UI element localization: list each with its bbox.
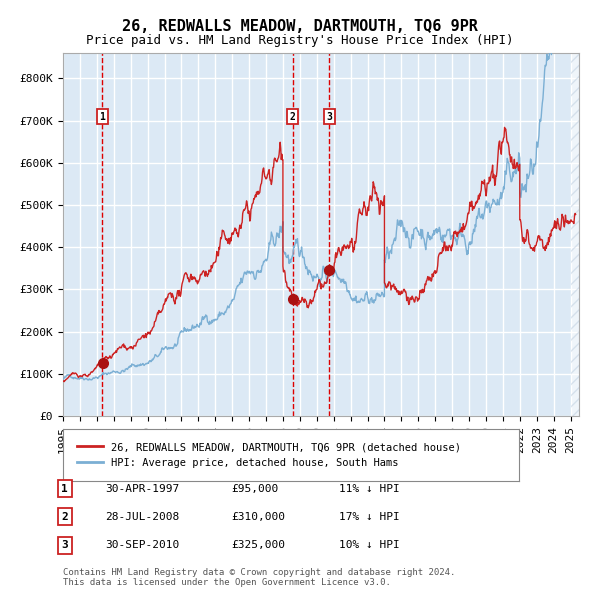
Text: 1: 1: [61, 484, 68, 493]
Bar: [571, 53, 579, 416]
Text: 10% ↓ HPI: 10% ↓ HPI: [339, 540, 400, 550]
Text: £95,000: £95,000: [231, 484, 278, 493]
Text: 30-SEP-2010: 30-SEP-2010: [105, 540, 179, 550]
Text: 3: 3: [326, 112, 332, 122]
Text: 3: 3: [61, 540, 68, 550]
Text: Price paid vs. HM Land Registry's House Price Index (HPI): Price paid vs. HM Land Registry's House …: [86, 34, 514, 47]
Text: 2: 2: [290, 112, 296, 122]
Text: 30-APR-1997: 30-APR-1997: [105, 484, 179, 493]
Text: 1: 1: [100, 112, 106, 122]
Text: 26, REDWALLS MEADOW, DARTMOUTH, TQ6 9PR: 26, REDWALLS MEADOW, DARTMOUTH, TQ6 9PR: [122, 19, 478, 34]
Text: Contains HM Land Registry data © Crown copyright and database right 2024.
This d: Contains HM Land Registry data © Crown c…: [63, 568, 455, 587]
Legend: 26, REDWALLS MEADOW, DARTMOUTH, TQ6 9PR (detached house), HPI: Average price, de: 26, REDWALLS MEADOW, DARTMOUTH, TQ6 9PR …: [73, 438, 466, 472]
Text: 17% ↓ HPI: 17% ↓ HPI: [339, 512, 400, 522]
Text: £310,000: £310,000: [231, 512, 285, 522]
Text: 2: 2: [61, 512, 68, 522]
Text: 28-JUL-2008: 28-JUL-2008: [105, 512, 179, 522]
Text: £325,000: £325,000: [231, 540, 285, 550]
Text: 11% ↓ HPI: 11% ↓ HPI: [339, 484, 400, 493]
